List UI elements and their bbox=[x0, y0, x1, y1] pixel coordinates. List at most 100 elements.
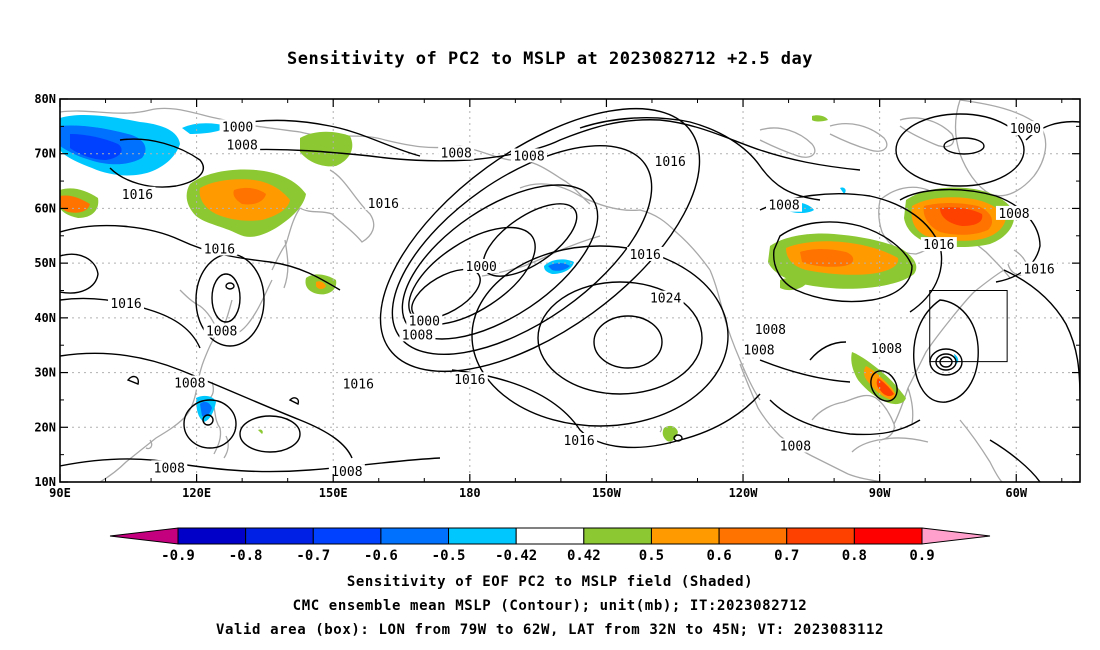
y-tick-label: 50N bbox=[34, 256, 56, 270]
colorbar-segment bbox=[312, 527, 382, 545]
y-tick-label: 80N bbox=[34, 92, 56, 106]
colorbar: -0.9 -0.8 -0.7 -0.6 -0.5 -0.42 0.42 0.5 0.6 0.7 0.… bbox=[109, 527, 991, 564]
contour-label-bg bbox=[108, 296, 145, 311]
x-tick-label: 120E bbox=[182, 486, 211, 500]
colorbar-label: -0.6 bbox=[364, 548, 398, 564]
contour-label-bg bbox=[561, 432, 598, 447]
colorbar-segment bbox=[448, 527, 517, 545]
contour-label: 1000 bbox=[409, 315, 440, 330]
contour-label-bg bbox=[868, 341, 905, 356]
contour-label: 1008 bbox=[755, 323, 786, 338]
contour-label: 1008 bbox=[206, 325, 237, 340]
contour-label: 1008 bbox=[174, 377, 205, 392]
contour-label-bg bbox=[224, 137, 261, 152]
contour-label: 1000 bbox=[466, 260, 497, 275]
colorbar-segment bbox=[515, 527, 585, 545]
coastlines bbox=[60, 99, 1047, 482]
contour-label: 1008 bbox=[226, 139, 257, 154]
contour-label-bg bbox=[1007, 121, 1044, 136]
colorbar-segment bbox=[650, 527, 720, 545]
footer-line-2: CMC ensemble mean MSLP (Contour); unit(m… bbox=[292, 598, 808, 614]
colorbar-label: -0.8 bbox=[229, 548, 263, 564]
contour-label: 1016 bbox=[454, 373, 485, 388]
contour-label-bg bbox=[451, 372, 488, 387]
valid-area-box bbox=[929, 290, 1008, 363]
contour-label: 1016 bbox=[923, 238, 954, 253]
contour-label: 1024 bbox=[650, 292, 681, 307]
colorbar-segment bbox=[853, 527, 923, 545]
x-tick-label: 150W bbox=[592, 486, 622, 500]
contour-label: 1000 bbox=[222, 120, 253, 135]
contour-label-bg bbox=[406, 313, 443, 328]
footer-line-1: Sensitivity of EOF PC2 to MSLP field (Sh… bbox=[346, 574, 754, 590]
footer-line-3: Valid area (box): LON from 79W to 62W, L… bbox=[215, 622, 885, 638]
contour-label-bg bbox=[920, 237, 957, 252]
contour-label-bg bbox=[1021, 261, 1058, 276]
colorbar-segment bbox=[245, 527, 314, 545]
contour-label-bg bbox=[463, 258, 500, 273]
y-tick-label: 10N bbox=[34, 475, 56, 489]
contour-label: 1008 bbox=[998, 207, 1029, 222]
contour-label-bg bbox=[627, 246, 664, 261]
contour-label: 1000 bbox=[1010, 122, 1041, 137]
colorbar-segment bbox=[177, 527, 247, 545]
contour-label: 1008 bbox=[768, 199, 799, 214]
contour-label-bg bbox=[201, 241, 238, 256]
contour-label: 1016 bbox=[629, 248, 660, 263]
x-tick-label: 90E bbox=[49, 486, 71, 500]
contour-label-bg bbox=[328, 464, 365, 479]
contour-label: 1016 bbox=[204, 242, 235, 257]
colorbar-segment bbox=[380, 527, 450, 545]
axis-ticks: 90E 120E 150E 180 150W 120W 90W 60W 80N 70N 60N 50N… bbox=[34, 92, 1080, 500]
contour-label-bg bbox=[438, 145, 475, 160]
contour-label: 1016 bbox=[1023, 263, 1054, 278]
contour-label: 1008 bbox=[154, 461, 185, 476]
colorbar-label: -0.9 bbox=[161, 548, 195, 564]
contour-label-bg bbox=[203, 323, 240, 338]
colorbar-label: 0.9 bbox=[909, 548, 934, 564]
y-tick-label: 40N bbox=[34, 311, 56, 325]
colorbar-label: -0.7 bbox=[296, 548, 330, 564]
colorbar-label: 0.8 bbox=[842, 548, 867, 564]
contour-label-bg bbox=[219, 119, 256, 134]
contour-label-bg bbox=[652, 153, 689, 168]
contour-label: 1016 bbox=[563, 434, 594, 449]
mslp-contours bbox=[60, 107, 1080, 482]
colorbar-label: 0.7 bbox=[774, 548, 799, 564]
contour-label: 1016 bbox=[110, 297, 141, 312]
contour-label: 1008 bbox=[441, 147, 472, 162]
contour-label: 1016 bbox=[122, 188, 153, 203]
map-title: Sensitivity of PC2 to MSLP at 2023082712… bbox=[286, 49, 813, 69]
contour-label-bg bbox=[151, 460, 188, 475]
colorbar-right-arrow bbox=[921, 527, 991, 545]
colorbar-label: 0.42 bbox=[567, 548, 601, 564]
x-tick-label: 60W bbox=[1005, 486, 1027, 500]
contour-label: 1008 bbox=[780, 439, 811, 454]
contour-label-bg bbox=[171, 375, 208, 390]
y-tick-label: 60N bbox=[34, 201, 56, 215]
contour-label-bg bbox=[511, 148, 548, 163]
contour-label: 1016 bbox=[368, 197, 399, 212]
y-tick-label: 30N bbox=[34, 366, 56, 380]
contour-label: 1008 bbox=[513, 149, 544, 164]
contour-label: 1008 bbox=[743, 344, 774, 359]
contour-label-bg bbox=[340, 376, 377, 391]
contour-label-bg bbox=[740, 342, 777, 357]
contour-label: 1008 bbox=[871, 342, 902, 357]
contour-label-bg bbox=[119, 186, 156, 201]
grid-lines bbox=[60, 99, 1080, 482]
contour-label: 1008 bbox=[402, 328, 433, 343]
y-tick-label: 70N bbox=[34, 147, 56, 161]
contour-label-bg bbox=[647, 290, 684, 305]
colorbar-label: -0.42 bbox=[495, 548, 537, 564]
x-tick-label: 150E bbox=[319, 486, 348, 500]
x-tick-label: 120W bbox=[729, 486, 759, 500]
colorbar-label: 0.5 bbox=[639, 548, 664, 564]
colorbar-segment bbox=[786, 527, 855, 545]
colorbar-left-arrow bbox=[109, 527, 179, 545]
contour-label: 1016 bbox=[655, 155, 686, 170]
contour-label-bg bbox=[995, 205, 1032, 220]
